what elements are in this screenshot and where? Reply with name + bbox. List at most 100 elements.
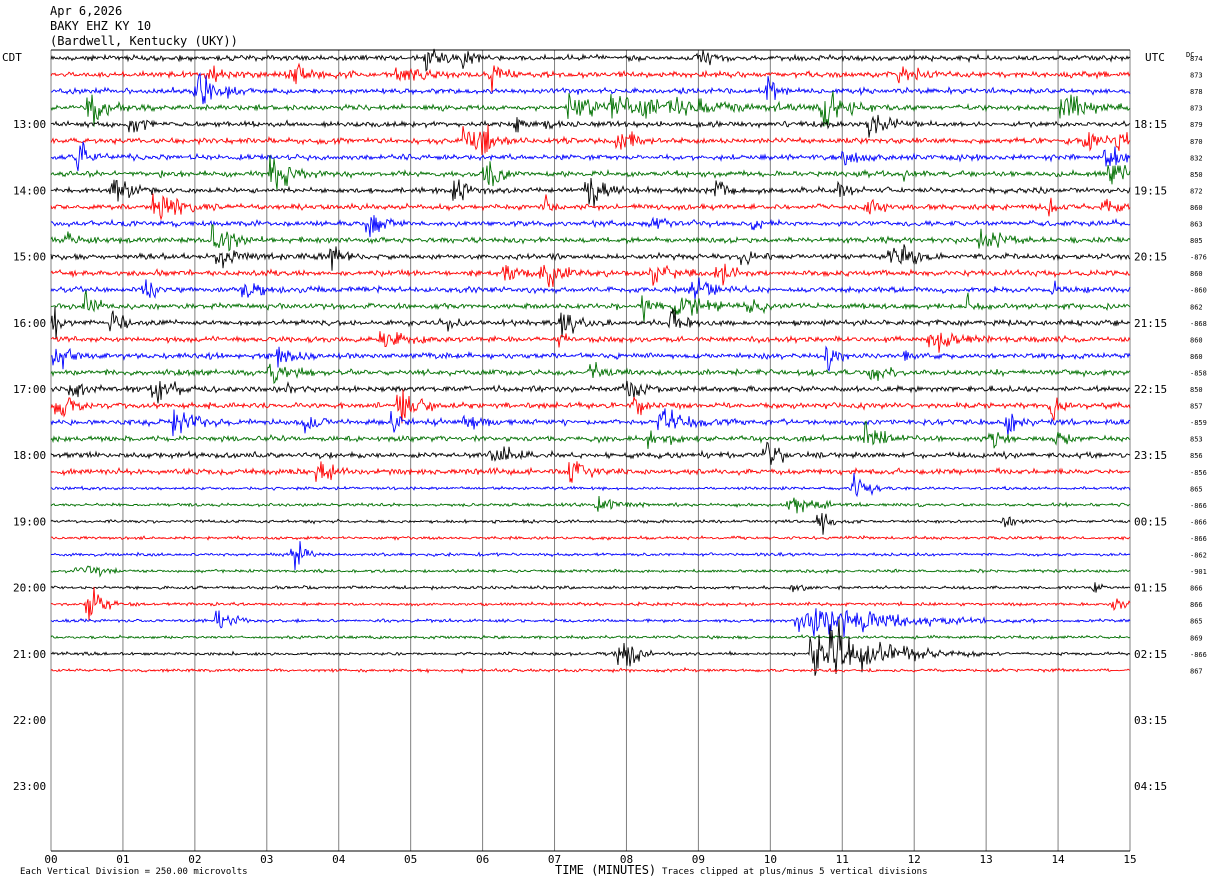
dc-offset-label: 857: [1190, 403, 1203, 411]
trace-row: [50, 634, 1131, 641]
x-tick-label: 10: [764, 853, 777, 866]
x-axis-label: TIME (MINUTES): [555, 863, 657, 877]
scale-note: Each Vertical Division = 250.00 microvol…: [20, 867, 248, 877]
x-tick-label: 01: [116, 853, 129, 866]
x-tick-label: 07: [548, 853, 561, 866]
trace-row: [50, 215, 1131, 238]
trace-row: [50, 124, 1131, 156]
x-tick-label: 09: [692, 853, 705, 866]
trace-row: [50, 408, 1131, 437]
dc-offset-label: -859: [1190, 419, 1207, 427]
trace-row: [50, 586, 1131, 621]
dc-offset-label: 860: [1190, 270, 1203, 278]
trace-row: [50, 72, 1131, 105]
left-hour-label: 15:00: [13, 251, 46, 264]
dc-offset-label: -901: [1190, 568, 1207, 576]
trace-row: [50, 114, 1131, 138]
dc-offset-label: 860: [1190, 353, 1203, 361]
x-tick-label: 03: [260, 853, 273, 866]
dc-offset-label: 874: [1190, 55, 1203, 63]
trace-row: [50, 331, 1131, 353]
trace-row: [50, 177, 1131, 208]
right-hour-label: 00:15: [1134, 515, 1167, 528]
left-hour-label: 14:00: [13, 184, 46, 197]
trace-row: [50, 380, 1131, 404]
dc-offset-label: 878: [1190, 88, 1203, 96]
left-hour-label: 22:00: [13, 714, 46, 727]
dc-offset-label: -866: [1190, 502, 1207, 510]
dc-offset-label: -866: [1190, 651, 1207, 659]
dc-offset-label: -856: [1190, 469, 1207, 477]
trace-row: [50, 619, 1131, 676]
x-tick-label: 12: [908, 853, 921, 866]
trace-row: [50, 224, 1131, 252]
right-hour-label: 20:15: [1134, 251, 1167, 264]
right-hour-label: 23:15: [1134, 449, 1167, 462]
left-hour-label: 19:00: [13, 515, 46, 528]
minute-gridlines: [50, 49, 1131, 852]
trace-row: [50, 141, 1131, 172]
dc-offset-label: -862: [1190, 552, 1207, 560]
dc-label: DC: [1186, 51, 1194, 59]
dc-offset-label: 860: [1190, 204, 1203, 212]
trace-row: [50, 155, 1131, 191]
dc-offset-label: -866: [1190, 535, 1207, 543]
x-tick-label: 02: [188, 853, 201, 866]
trace-row: [50, 461, 1131, 483]
right-hour-label: 03:15: [1134, 714, 1167, 727]
trace-row: [50, 541, 1131, 571]
left-hour-label: 20:00: [13, 582, 46, 595]
left-hour-label: 13:00: [13, 118, 46, 131]
dc-offset-label: 865: [1190, 485, 1203, 493]
x-tick-label: 00: [44, 853, 57, 866]
left-hour-label: 17:00: [13, 383, 46, 396]
x-tick-label: 04: [332, 853, 346, 866]
clip-note: Traces clipped at plus/minus 5 vertical …: [662, 867, 928, 877]
dc-offset-label: 873: [1190, 72, 1203, 80]
x-tick-label: 06: [476, 853, 489, 866]
date-label: Apr 6,2026: [50, 4, 123, 18]
dc-offset-label: 850: [1190, 171, 1203, 179]
x-tick-label: 11: [836, 853, 849, 866]
trace-row: [50, 534, 1131, 541]
trace-row: [50, 244, 1131, 271]
trace-row: [50, 362, 1131, 385]
left-hour-label: 21:00: [13, 648, 46, 661]
trace-row: [50, 62, 1131, 93]
location-label: (Bardwell, Kentucky (UKY)): [50, 34, 238, 48]
trace-row: [50, 495, 1131, 514]
dc-offset-label: -860: [1190, 287, 1207, 295]
seismic-traces: [50, 48, 1131, 676]
right-hour-label: 19:15: [1134, 184, 1167, 197]
dc-offset-label: 862: [1190, 303, 1203, 311]
trace-row: [50, 441, 1131, 465]
trace-row: [50, 472, 1131, 498]
dc-offset-label: 853: [1190, 436, 1203, 444]
dc-offset-label: -876: [1190, 254, 1207, 262]
dc-offset-label: 866: [1190, 585, 1203, 593]
right-hour-label: 01:15: [1134, 582, 1167, 595]
right-hour-label: 02:15: [1134, 648, 1167, 661]
dc-offset-label: 850: [1190, 386, 1203, 394]
dc-offset-label: 873: [1190, 105, 1203, 113]
left-hour-label: 18:00: [13, 449, 46, 462]
right-hour-label: 18:15: [1134, 118, 1167, 131]
dc-offset-label: 872: [1190, 187, 1203, 195]
trace-row: [50, 277, 1131, 300]
dc-offset-label: 869: [1190, 634, 1203, 642]
trace-row: [50, 306, 1131, 340]
x-tick-label: 13: [980, 853, 993, 866]
right-hour-label: 21:15: [1134, 317, 1167, 330]
axis-labels: 00 01 02 03 04 05 06 07 08 09 10 11 12 13 14 15 CDT UTC DC…: [2, 51, 1207, 866]
trace-row: [50, 608, 1131, 638]
x-tick-label: 14: [1051, 853, 1065, 866]
trace-row: [50, 290, 1131, 323]
x-tick-label: 05: [404, 853, 417, 866]
dc-offset-label: -868: [1190, 320, 1207, 328]
dc-offset-label: 870: [1190, 138, 1203, 146]
dc-offset-label: 865: [1190, 618, 1203, 626]
trace-row: [50, 667, 1131, 675]
x-tick-label: 15: [1123, 853, 1136, 866]
right-hour-label: 04:15: [1134, 780, 1167, 793]
